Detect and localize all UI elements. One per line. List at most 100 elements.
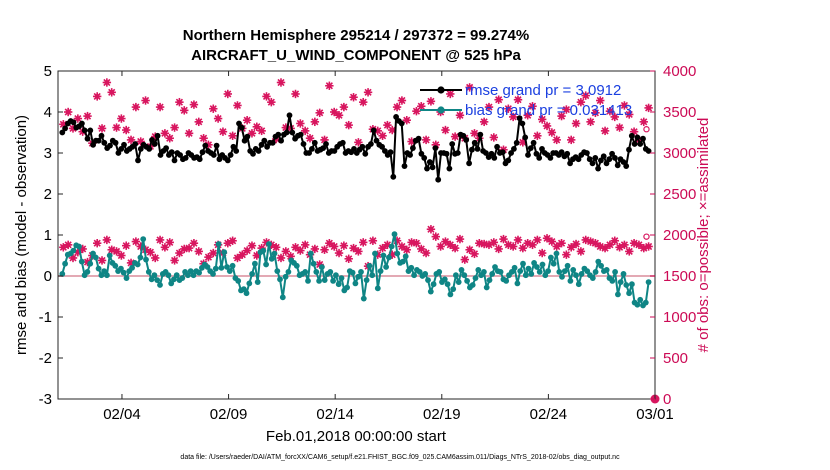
rmse-point [227, 152, 234, 158]
obs_lower-marker [238, 250, 247, 259]
rmse-point [620, 159, 627, 165]
bias-point [548, 254, 554, 261]
bias-point [634, 301, 641, 308]
bias-point [559, 273, 565, 280]
obs_lower-marker [330, 242, 339, 251]
bias-point [76, 243, 82, 250]
bias-point [140, 236, 147, 243]
bias-point [623, 282, 630, 288]
obs_lower-marker [562, 250, 571, 259]
rmse-point [90, 141, 96, 148]
obs_lower-marker [499, 234, 508, 244]
bias-point [450, 286, 457, 292]
rmse-point [612, 155, 618, 161]
bias-point [212, 265, 219, 272]
bias-point [148, 276, 155, 283]
obs_lower-marker [412, 239, 421, 248]
bias-point [492, 264, 498, 270]
bias-point [411, 272, 417, 279]
bias-point [464, 278, 470, 284]
rmse-point [477, 131, 484, 138]
y-tick-label-left: 1 [44, 227, 52, 244]
rmse-point [421, 155, 428, 161]
rmse-point [107, 142, 113, 149]
obs_upper-marker [446, 89, 455, 99]
obs_lower-marker [175, 248, 184, 258]
rmse-point [300, 141, 307, 147]
bias-point [455, 279, 462, 285]
obs_upper-marker [600, 126, 610, 136]
obs_upper-marker [615, 123, 624, 132]
obs_upper-marker [605, 106, 615, 116]
obs_upper-marker [610, 112, 619, 122]
obs_upper-marker [455, 111, 465, 120]
obs_lower-marker [300, 240, 310, 250]
obs_upper-marker [576, 97, 586, 107]
bias-point [143, 256, 149, 263]
obs_lower-marker [165, 238, 174, 247]
bias-point [327, 269, 334, 275]
y-tick-label-left: 4 [44, 104, 52, 121]
bias-point [609, 278, 616, 284]
obs_upper-marker [441, 125, 450, 135]
rmse-point [306, 150, 312, 156]
obs_upper-marker [392, 102, 402, 112]
rmse-point [171, 157, 178, 164]
bias-point [134, 261, 141, 268]
bias-point [567, 278, 574, 284]
bias-point [575, 281, 582, 288]
rmse-point [95, 137, 102, 144]
bias-point [503, 278, 510, 284]
bias-point [313, 269, 320, 275]
bias-point [165, 272, 172, 279]
obs_upper-marker [339, 102, 349, 112]
legend-label-bias: bias grand pr = 0.031413 [465, 102, 632, 119]
rmse-point [339, 139, 346, 146]
bias-point [307, 250, 314, 257]
obs_upper-marker [97, 124, 107, 133]
obs_lower-marker [378, 243, 387, 253]
rmse-point [177, 152, 184, 158]
y-tick-label-left: 2 [44, 186, 52, 203]
bias-point [151, 272, 158, 279]
bias-point [62, 260, 68, 267]
obs_lower-marker [194, 247, 203, 256]
obs_upper-marker [349, 93, 358, 102]
rmse-point [586, 156, 593, 163]
obs_lower-marker [470, 249, 479, 259]
bias-point [645, 279, 652, 285]
obs_upper-marker [591, 108, 600, 118]
obs_upper-marker [494, 95, 503, 104]
obs_upper-marker [537, 115, 547, 124]
bias-point [416, 269, 423, 275]
obs_lower-marker [155, 235, 165, 245]
obs_lower-marker [359, 238, 368, 247]
bias-point [129, 264, 136, 271]
obs_lower-marker [102, 235, 112, 245]
bias-point [472, 275, 479, 281]
bias-point [539, 261, 546, 268]
obs_lower-marker [557, 239, 566, 248]
rmse-point [81, 127, 88, 134]
rmse-point [567, 160, 573, 167]
bias-point [145, 269, 152, 275]
rmse-point [491, 155, 498, 161]
obs_upper-marker [513, 95, 523, 104]
obs_lower-marker [547, 237, 557, 246]
obs_lower-marker [591, 239, 600, 248]
obs_upper-marker [547, 128, 557, 137]
bias-point [87, 260, 94, 267]
bias-point [497, 269, 504, 275]
bias-point [285, 269, 292, 275]
obs_upper-marker [276, 78, 286, 87]
rmse-point [483, 150, 489, 156]
obs_lower-marker [446, 240, 455, 250]
series-layer [58, 78, 660, 404]
obs_upper-marker [228, 131, 237, 140]
obs_upper-marker [330, 107, 339, 117]
obs_lower-marker [291, 243, 300, 252]
rmse-point [454, 150, 461, 156]
obs_upper-marker [426, 97, 436, 106]
obs_lower-marker [426, 225, 436, 234]
x-tick-label: 02/24 [530, 406, 568, 423]
